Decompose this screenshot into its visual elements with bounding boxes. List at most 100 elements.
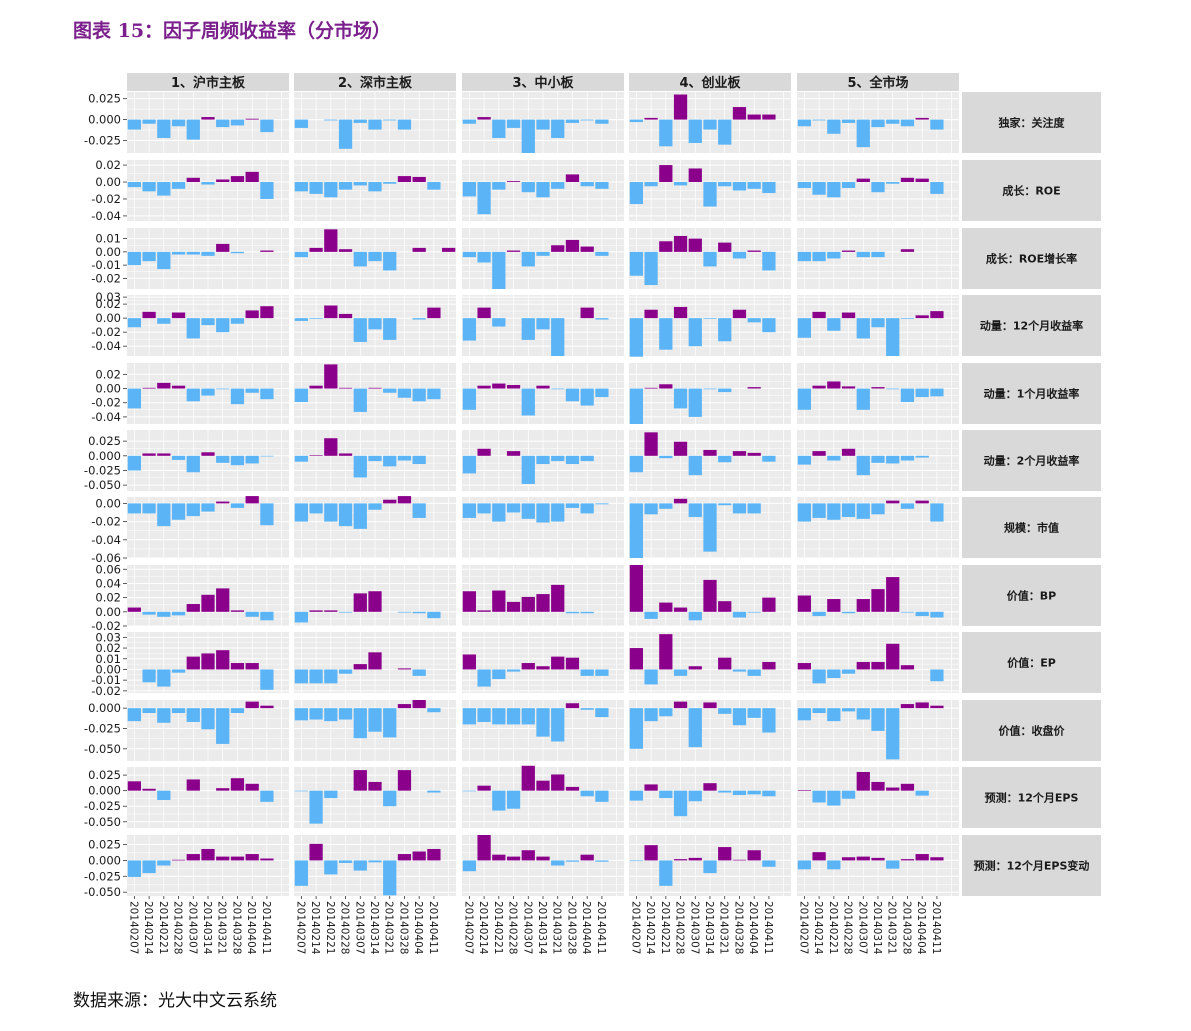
bar — [595, 388, 609, 398]
bar — [245, 171, 259, 183]
bar — [427, 611, 441, 619]
bar — [412, 700, 426, 709]
bar — [521, 318, 535, 340]
bar — [324, 229, 338, 252]
x-tick-label: 20140207 — [797, 901, 809, 954]
bar — [368, 251, 382, 262]
bar — [309, 182, 323, 194]
bar — [930, 503, 944, 522]
facet-strip-column — [294, 73, 456, 91]
bar — [886, 577, 900, 612]
bar — [492, 503, 506, 522]
bar — [629, 119, 643, 123]
bar — [732, 503, 747, 514]
x-tick-label: 20140328 — [230, 901, 242, 954]
bar — [368, 119, 382, 130]
bar — [427, 790, 441, 793]
bar — [412, 318, 426, 320]
bar — [673, 859, 688, 861]
y-tick-label: -0.02 — [91, 325, 121, 339]
bar — [536, 455, 550, 465]
y-tick-label: -0.025 — [84, 721, 121, 735]
bar — [856, 178, 870, 183]
bar — [260, 669, 274, 690]
bar — [580, 307, 594, 319]
bar — [812, 669, 826, 684]
facet-row-label: 成长：ROE — [1002, 184, 1060, 198]
bar — [580, 669, 594, 676]
y-tick-label: 0.06 — [95, 562, 121, 576]
y-tick-label: 0.04 — [95, 576, 121, 590]
x-tick-label: 20140404 — [245, 901, 257, 955]
bar — [812, 503, 826, 518]
bar — [688, 857, 702, 861]
bar — [856, 455, 870, 476]
bar — [595, 708, 609, 718]
bar — [294, 669, 308, 684]
bar — [930, 669, 944, 682]
bar — [629, 251, 643, 276]
x-tick-label: 20140207 — [127, 901, 139, 954]
bar — [397, 770, 412, 791]
bar — [732, 611, 747, 618]
bar — [856, 856, 870, 861]
bar — [595, 318, 609, 320]
bar — [142, 453, 156, 456]
bar — [127, 455, 141, 471]
bar — [427, 307, 441, 319]
bar — [644, 117, 658, 120]
bar — [827, 119, 841, 134]
bar — [477, 503, 491, 514]
bar — [732, 251, 747, 259]
bar — [427, 388, 441, 400]
bar — [812, 852, 826, 861]
bar — [462, 388, 476, 410]
bar — [462, 318, 476, 341]
bar — [492, 251, 506, 289]
bar — [142, 311, 156, 319]
bar — [841, 857, 856, 861]
y-tick-label: -0.050 — [84, 478, 121, 492]
bar — [551, 774, 565, 791]
y-tick-label: 0.02 — [95, 591, 121, 605]
bar — [368, 318, 382, 330]
x-tick-label: 20140328 — [565, 901, 577, 954]
x-tick-label: 20140328 — [900, 901, 912, 954]
bar — [629, 318, 643, 357]
bar — [462, 182, 476, 197]
y-tick-label: 0.02 — [95, 158, 121, 172]
bar — [900, 503, 915, 509]
bar — [412, 669, 426, 676]
bar — [551, 860, 565, 866]
bar — [551, 119, 565, 138]
bar — [871, 589, 885, 612]
bar — [886, 455, 900, 464]
bar — [841, 448, 856, 456]
bar — [732, 107, 747, 120]
y-tick-label: 0.000 — [88, 784, 121, 798]
bar — [900, 119, 915, 127]
facet-column-label: 5、全市场 — [847, 75, 908, 91]
bar — [368, 860, 382, 863]
x-tick-label: 20140207 — [462, 901, 474, 954]
bar — [718, 388, 732, 393]
bar — [309, 708, 323, 720]
x-tick-label: 20140314 — [871, 901, 883, 955]
bar — [644, 845, 658, 861]
bar — [812, 385, 826, 389]
bar — [157, 860, 171, 866]
bar — [747, 503, 761, 514]
bar — [521, 119, 535, 153]
bar — [732, 790, 747, 796]
bar — [595, 790, 609, 802]
x-tick-label: 20140307 — [856, 901, 868, 954]
y-tick-label: 0.02 — [95, 297, 121, 311]
bar — [915, 117, 929, 120]
x-tick-label: 20140214 — [142, 901, 154, 955]
y-tick-label: -0.04 — [91, 410, 121, 424]
y-tick-label: -0.06 — [91, 551, 121, 565]
bar — [673, 235, 688, 252]
bar — [580, 503, 594, 514]
y-tick-label: 0.02 — [95, 641, 121, 655]
bar — [462, 860, 476, 872]
